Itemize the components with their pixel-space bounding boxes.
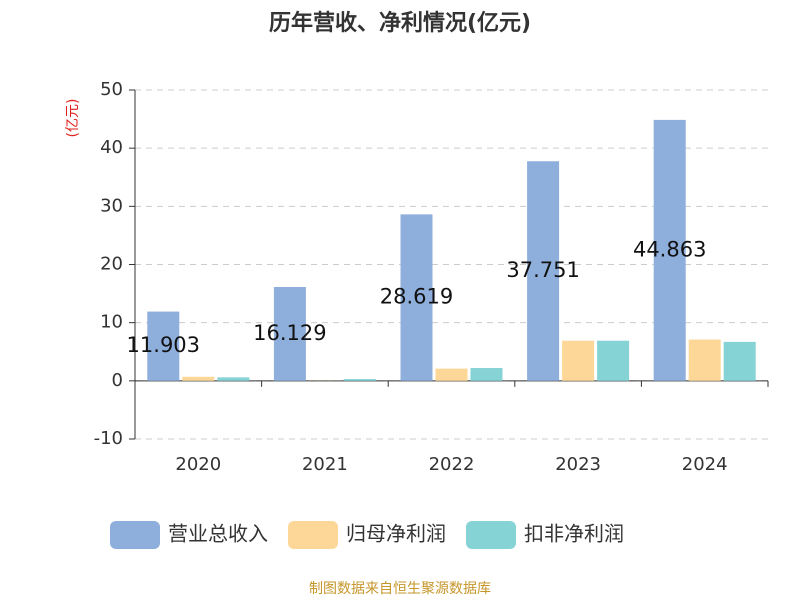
- bar: [182, 377, 214, 381]
- data-label: 37.751: [506, 258, 579, 282]
- x-tick-label: 2024: [682, 454, 728, 475]
- x-tick-label: 2020: [175, 454, 221, 475]
- legend-swatch: [110, 521, 160, 549]
- bar: [689, 340, 721, 381]
- bar: [597, 341, 629, 381]
- x-tick-label: 2023: [555, 454, 601, 475]
- chart-title: 历年营收、净利情况(亿元): [269, 10, 531, 36]
- data-label: 44.863: [633, 237, 706, 261]
- y-tick-label: 20: [100, 254, 123, 275]
- y-tick-label: 40: [100, 137, 123, 158]
- bar: [562, 341, 594, 381]
- data-label: 11.903: [127, 333, 200, 357]
- bar: [724, 342, 756, 381]
- bar: [217, 377, 249, 380]
- legend-swatch: [466, 521, 516, 549]
- x-tick-label: 2022: [429, 454, 475, 475]
- y-tick-label: 50: [100, 79, 123, 100]
- bar: [471, 368, 503, 381]
- data-label: 28.619: [380, 285, 453, 309]
- legend-label: 归母净利润: [346, 522, 446, 546]
- y-tick-label: 0: [112, 370, 123, 391]
- y-axis-label: (亿元): [65, 99, 81, 138]
- data-label: 16.129: [253, 321, 326, 345]
- source-note: 制图数据来自恒生聚源数据库: [309, 581, 491, 597]
- legend-label: 扣非净利润: [524, 522, 624, 546]
- legend-label: 营业总收入: [168, 522, 268, 546]
- y-tick-label: -10: [94, 428, 123, 449]
- y-tick-label: 10: [100, 312, 123, 333]
- bar: [436, 369, 468, 381]
- y-tick-label: 30: [100, 195, 123, 216]
- legend-swatch: [288, 521, 338, 549]
- bar: [344, 379, 376, 381]
- x-tick-label: 2021: [302, 454, 348, 475]
